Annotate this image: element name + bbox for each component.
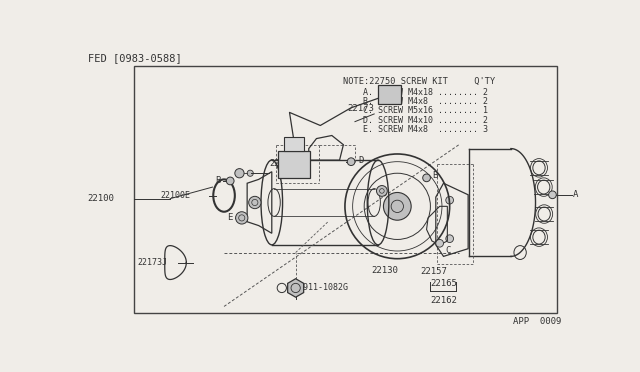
Text: B: B [215, 176, 220, 185]
Text: B: B [432, 171, 437, 180]
Circle shape [235, 169, 244, 178]
Circle shape [422, 174, 431, 182]
Bar [134, 66, 557, 312]
Circle shape [249, 196, 261, 209]
Text: 22309: 22309 [269, 160, 296, 169]
Text: 22173: 22173 [348, 104, 374, 113]
Text: 22100E: 22100E [160, 191, 190, 200]
Text: 22130: 22130 [371, 266, 398, 275]
Circle shape [446, 196, 454, 204]
Text: 22165: 22165 [431, 279, 458, 288]
Circle shape [548, 191, 556, 199]
Text: B. SCREW M4x8  ........ 2: B. SCREW M4x8 ........ 2 [363, 97, 488, 106]
Text: 22100: 22100 [88, 194, 115, 203]
Text: FED [0983-0588]: FED [0983-0588] [88, 54, 182, 64]
Text: 22173J: 22173J [137, 258, 167, 267]
Text: D. SCREW M4x10 ........ 2: D. SCREW M4x10 ........ 2 [363, 116, 488, 125]
FancyBboxPatch shape [378, 85, 401, 104]
Circle shape [376, 186, 387, 196]
FancyBboxPatch shape [284, 137, 304, 151]
Text: 22157: 22157 [420, 267, 447, 276]
Polygon shape [287, 279, 303, 297]
Text: 22162: 22162 [431, 296, 458, 305]
Circle shape [436, 240, 444, 247]
Text: APP  0009: APP 0009 [513, 317, 561, 326]
Circle shape [247, 170, 253, 176]
Text: NOTE:22750 SCREW KIT     Q'TY: NOTE:22750 SCREW KIT Q'TY [344, 77, 495, 86]
Text: A. SCREW M4x18 ........ 2: A. SCREW M4x18 ........ 2 [363, 88, 488, 97]
Text: C. SCREW M5x16 ........ 1: C. SCREW M5x16 ........ 1 [363, 106, 488, 115]
FancyBboxPatch shape [278, 151, 310, 178]
Text: E: E [227, 214, 232, 222]
Circle shape [383, 192, 411, 220]
Circle shape [348, 158, 355, 166]
Circle shape [227, 177, 234, 185]
Text: D: D [359, 155, 364, 165]
Text: 08911-1082G: 08911-1082G [288, 283, 348, 292]
Text: E. SCREW M4x8  ........ 3: E. SCREW M4x8 ........ 3 [363, 125, 488, 134]
Circle shape [446, 235, 454, 243]
Circle shape [236, 212, 248, 224]
Text: A: A [573, 190, 579, 199]
Text: C: C [446, 246, 451, 254]
